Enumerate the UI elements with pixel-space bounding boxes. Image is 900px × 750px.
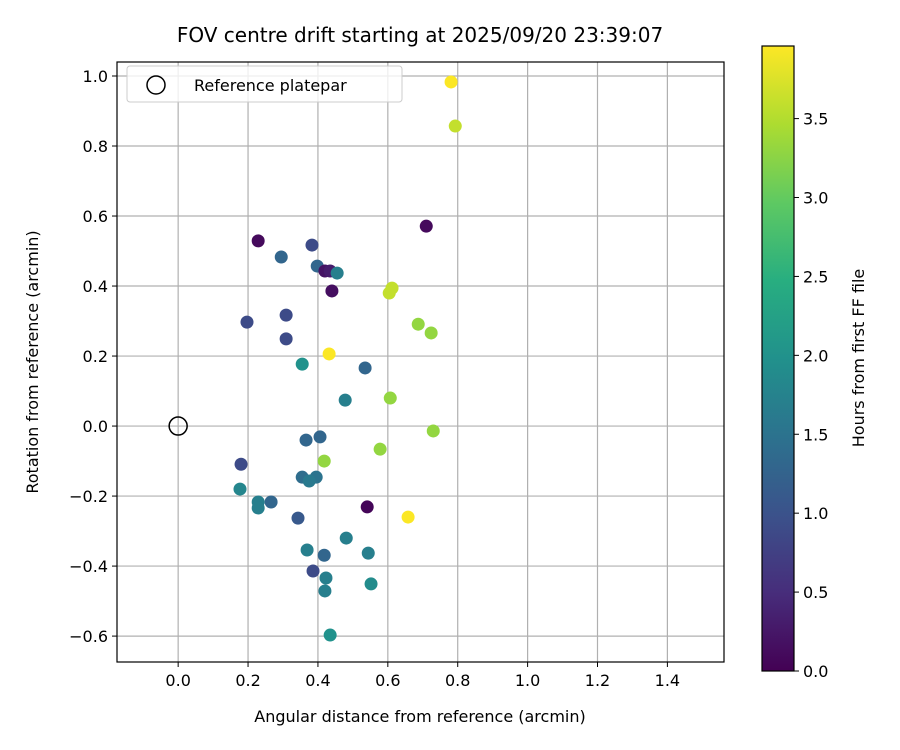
data-point [419,219,433,233]
colorbar-tick-label: 0.5 [803,583,828,602]
x-tick-label: 0.8 [445,671,470,690]
data-point [401,510,415,524]
data-point [424,326,438,340]
axis-ticks: 0.0 0.2 0.4 0.6 0.8 1.0 1.2 1.4 −0.6 −0.4 −0.2 0.0 0… [69,67,680,690]
data-point [325,284,339,298]
data-point [426,424,440,438]
data-point [240,315,254,329]
data-point [330,266,344,280]
y-tick-label: 1.0 [83,67,108,86]
legend-marker [146,75,166,95]
y-tick-label: −0.4 [69,557,108,576]
data-point [291,511,305,525]
x-tick-label: 0.0 [165,671,190,690]
data-point [339,531,353,545]
data-point [234,457,248,471]
data-point [306,564,320,578]
data-point [317,548,331,562]
y-tick-label: −0.6 [69,627,108,646]
x-tick-label: 1.2 [585,671,610,690]
x-axis-label: Angular distance from reference (arcmin) [254,707,585,726]
legend: Reference platepar [126,65,403,103]
y-tick-label: −0.2 [69,487,108,506]
y-tick-label: 0.4 [83,277,108,296]
colorbar-tick-label: 3.5 [803,110,828,129]
data-point [305,238,319,252]
reference-point-marker [168,416,188,436]
colorbar-tick-label: 1.0 [803,504,828,523]
data-point [373,442,387,456]
plot-frame [116,61,725,663]
data-point [300,543,314,557]
x-tick-label: 1.4 [655,671,680,690]
chart-title: FOV centre drift starting at 2025/09/20 … [177,23,663,47]
data-point [251,501,265,515]
x-tick-label: 1.0 [515,671,540,690]
data-point [251,234,265,248]
data-point [338,393,352,407]
data-point [360,500,374,514]
y-tick-label: 0.6 [83,207,108,226]
x-tick-label: 0.6 [375,671,400,690]
legend-box [126,65,403,103]
data-point [279,332,293,346]
colorbar-tick-label: 2.0 [803,346,828,365]
data-point [299,433,313,447]
data-point [361,546,375,560]
data-points [233,75,462,642]
data-point [313,430,327,444]
data-point [323,628,337,642]
data-point [279,308,293,322]
colorbar-tick-label: 3.0 [803,189,828,208]
y-tick-label: 0.8 [83,137,108,156]
legend-label: Reference platepar [194,76,347,95]
data-point [317,454,331,468]
colorbar-tick-label: 2.5 [803,267,828,286]
x-tick-label: 0.2 [235,671,260,690]
x-tick-label: 0.4 [305,671,330,690]
data-point [358,361,372,375]
data-point [448,119,462,133]
data-point [322,347,336,361]
data-point [444,75,458,89]
colorbar: 0.0 0.5 1.0 1.5 2.0 2.5 3.0 3.5 Hours from firs… [761,45,868,681]
y-tick-label: 0.2 [83,347,108,366]
colorbar-tick-label: 0.0 [803,662,828,681]
data-point [383,391,397,405]
colorbar-tick-label: 1.5 [803,425,828,444]
data-point [302,474,316,488]
data-point [411,317,425,331]
colorbar-gradient [761,45,795,672]
data-point [382,286,396,300]
y-axis-label: Rotation from reference (arcmin) [23,230,42,493]
data-point [318,584,332,598]
data-point [319,571,333,585]
data-point [295,357,309,371]
grid [117,62,724,662]
colorbar-label: Hours from first FF file [849,269,868,448]
data-point [264,495,278,509]
data-point [274,250,288,264]
y-tick-label: 0.0 [83,417,108,436]
colorbar-ticks: 0.0 0.5 1.0 1.5 2.0 2.5 3.0 3.5 [794,110,828,681]
data-point [364,577,378,591]
data-point [233,482,247,496]
